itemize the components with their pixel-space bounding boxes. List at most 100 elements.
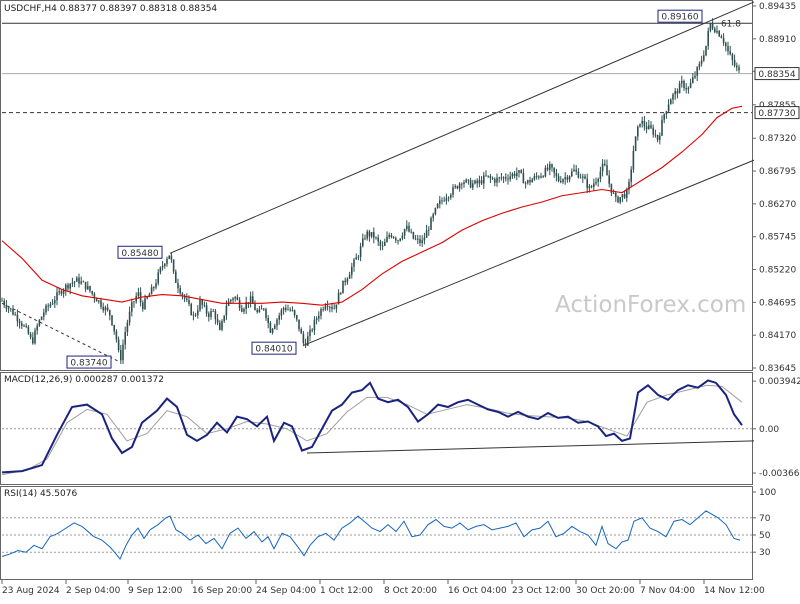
candle-body xyxy=(392,236,395,239)
candle-body xyxy=(342,280,344,294)
candle-body xyxy=(687,87,690,90)
candle-body xyxy=(381,245,384,247)
candle-body xyxy=(21,323,23,326)
candle-body xyxy=(309,329,311,337)
candle-body xyxy=(274,325,276,329)
candle-body xyxy=(172,259,175,272)
candle-body xyxy=(377,237,379,242)
candle-body xyxy=(698,63,701,68)
candle-body xyxy=(652,127,654,135)
candle-body xyxy=(25,325,27,327)
candle-body xyxy=(410,231,412,233)
candle-body xyxy=(549,164,551,170)
candle-body xyxy=(472,183,474,188)
candle-body xyxy=(399,238,401,241)
macd-axis-label: 0.00 xyxy=(759,425,779,435)
candle-body xyxy=(214,311,217,320)
candle-body xyxy=(656,135,659,140)
candle-body xyxy=(634,136,637,151)
candle-body xyxy=(564,177,566,180)
candle-body xyxy=(711,22,714,29)
candle-body xyxy=(373,232,375,238)
candle-body xyxy=(553,167,555,173)
candle-body xyxy=(313,319,316,331)
candle-body xyxy=(483,175,485,184)
fib-61-8-label: 61.8 xyxy=(721,19,741,29)
candle-body xyxy=(205,305,208,314)
price-annotation-box xyxy=(66,355,112,369)
candle-body xyxy=(359,246,362,257)
candle-body xyxy=(531,179,533,183)
candle-body xyxy=(324,306,327,310)
watermark: ActionForex.com xyxy=(555,292,747,318)
candle-body xyxy=(43,312,45,317)
price-axis-label: 0.86795 xyxy=(759,167,796,177)
price-axis-label: 0.83645 xyxy=(759,364,796,374)
candle-body xyxy=(456,186,459,189)
candle-body xyxy=(362,238,364,247)
price-axis-label: 0.86270 xyxy=(759,200,796,210)
candle-body xyxy=(82,281,85,283)
price-annotation-label: 0.89160 xyxy=(661,13,698,23)
candle-body xyxy=(62,290,65,294)
candle-body xyxy=(502,177,505,179)
candle-body xyxy=(186,298,188,300)
candle-body xyxy=(469,180,472,188)
candle-body xyxy=(443,200,445,202)
time-axis-label: 16 Oct 04:00 xyxy=(448,586,507,596)
candle-body xyxy=(271,328,274,333)
candle-body xyxy=(390,235,393,237)
candle-body xyxy=(670,99,672,105)
price-annotation-label: 0.85480 xyxy=(121,249,158,259)
candle-body xyxy=(476,180,478,184)
candle-body xyxy=(573,169,575,172)
candle-body xyxy=(685,87,687,90)
candle-body xyxy=(78,277,80,284)
candle-body xyxy=(577,171,580,178)
candle-body xyxy=(296,315,298,320)
candle-body xyxy=(725,42,727,47)
candle-body xyxy=(238,299,241,309)
candle-body xyxy=(648,125,650,130)
price-axis-label: 0.89435 xyxy=(759,2,796,12)
candle-body xyxy=(403,229,406,236)
candle-body xyxy=(568,176,571,180)
price-axis-label: 0.84170 xyxy=(759,331,796,341)
candle-body xyxy=(1,300,3,302)
candle-body xyxy=(159,267,162,273)
candle-body xyxy=(98,300,100,302)
candle-body xyxy=(100,300,102,307)
candle-body xyxy=(709,22,712,31)
candle-body xyxy=(683,80,685,88)
rsi-axis-label: 30 xyxy=(759,548,771,558)
candle-body xyxy=(542,176,544,178)
candle-body xyxy=(208,313,210,317)
candle-body xyxy=(340,292,342,294)
candle-body xyxy=(667,104,670,112)
candle-body xyxy=(478,180,481,184)
candle-body xyxy=(707,30,709,46)
time-axis-label: 14 Nov 12:00 xyxy=(704,586,765,596)
candle-body xyxy=(729,51,731,55)
candle-body xyxy=(80,281,82,284)
candle-body xyxy=(49,304,52,307)
candle-body xyxy=(681,80,683,84)
candle-body xyxy=(663,114,665,120)
candle-body xyxy=(500,177,503,179)
rsi-axis-label: 100 xyxy=(759,488,776,498)
price-annotation-box xyxy=(251,341,297,355)
candle-body xyxy=(617,196,619,203)
candle-body xyxy=(509,176,511,180)
candle-body xyxy=(278,315,280,320)
candle-body xyxy=(219,322,221,330)
candle-body xyxy=(584,176,586,179)
candle-body xyxy=(738,67,740,71)
candle-body xyxy=(645,126,648,130)
candle-body xyxy=(353,259,355,267)
price-axis-label: 0.84695 xyxy=(759,298,796,308)
time-axis-label: 30 Oct 20:00 xyxy=(576,586,635,596)
candle-body xyxy=(170,255,173,260)
ohlc-label: 0.88377 0.88397 0.88318 0.88354 xyxy=(59,4,218,14)
